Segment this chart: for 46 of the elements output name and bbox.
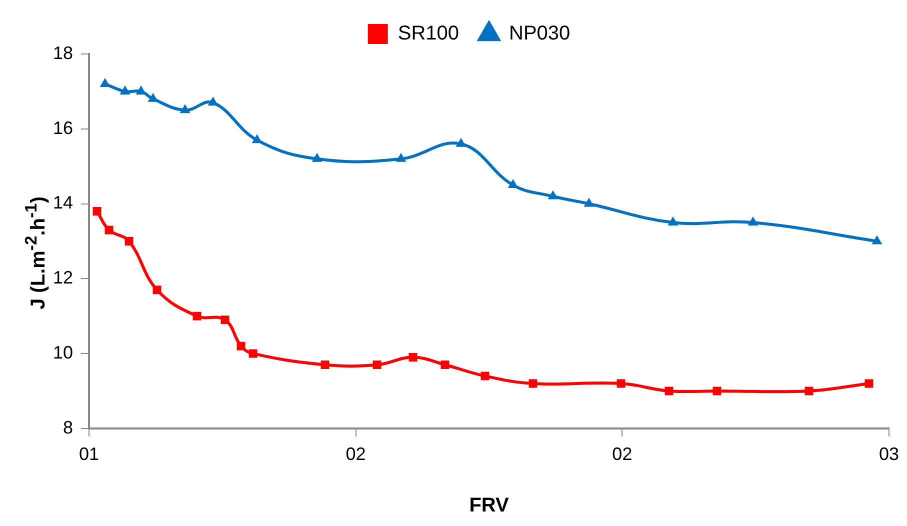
point [440, 360, 450, 369]
point [236, 342, 246, 350]
point [252, 134, 262, 144]
point [248, 349, 258, 358]
y-tick-label: 8 [63, 417, 74, 438]
point [136, 85, 146, 94]
point [584, 198, 594, 207]
x-tick-label: 01 [79, 444, 100, 464]
point [124, 236, 134, 246]
point [804, 386, 814, 396]
legend-label: SR100 [398, 22, 460, 45]
point [480, 372, 490, 380]
point [320, 360, 330, 369]
point [396, 152, 406, 162]
point [748, 216, 758, 226]
point [664, 386, 674, 396]
y-tick-label: 18 [52, 42, 74, 63]
x-tick-label: 02 [612, 444, 632, 464]
point [408, 353, 418, 362]
point [92, 207, 102, 216]
y-tick-label: 16 [52, 118, 74, 138]
point [508, 179, 518, 188]
point [120, 85, 130, 94]
point [528, 379, 538, 388]
point [864, 379, 874, 388]
y-tick-label: 14 [52, 192, 74, 213]
point [180, 104, 190, 114]
x-axis-title: FRV [469, 494, 510, 517]
point [312, 152, 322, 162]
y-tick-label: 10 [52, 342, 74, 362]
legend-label: NP030 [509, 22, 570, 45]
point [220, 316, 230, 324]
x-tick-label: 03 [878, 444, 900, 464]
point [548, 190, 558, 200]
point [372, 360, 382, 369]
point [152, 286, 162, 294]
y-tick-label: 12 [52, 268, 74, 288]
point [668, 216, 678, 226]
point [456, 138, 466, 147]
point [712, 386, 722, 396]
point [104, 226, 114, 234]
point [872, 235, 882, 244]
point [192, 312, 202, 320]
point [208, 96, 218, 106]
x-tick-label: 02 [346, 444, 366, 464]
point [616, 379, 626, 388]
